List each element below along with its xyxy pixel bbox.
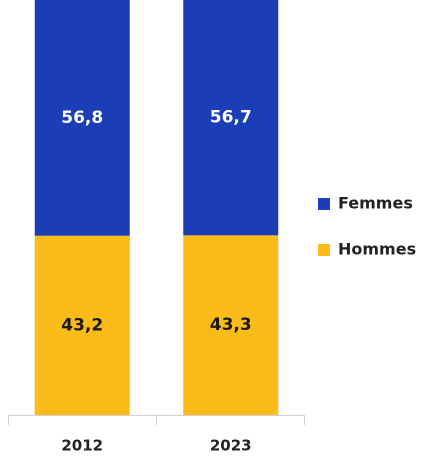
bar-segment	[34, 235, 130, 415]
legend-swatch	[318, 244, 330, 256]
data-label: 56,8	[61, 108, 103, 128]
data-label: 56,7	[210, 108, 252, 128]
legend-swatch	[318, 198, 330, 210]
x-tick-label: 2012	[61, 437, 103, 455]
bar-segment	[183, 0, 279, 236]
bar-segment	[34, 0, 130, 236]
x-tick-label: 2023	[210, 437, 252, 455]
legend-label: Hommes	[338, 240, 416, 259]
x-axis	[8, 415, 305, 425]
legend-label: Femmes	[338, 194, 413, 213]
bar-segment	[183, 235, 279, 415]
data-label: 43,3	[210, 315, 252, 335]
data-label: 43,2	[61, 315, 103, 335]
